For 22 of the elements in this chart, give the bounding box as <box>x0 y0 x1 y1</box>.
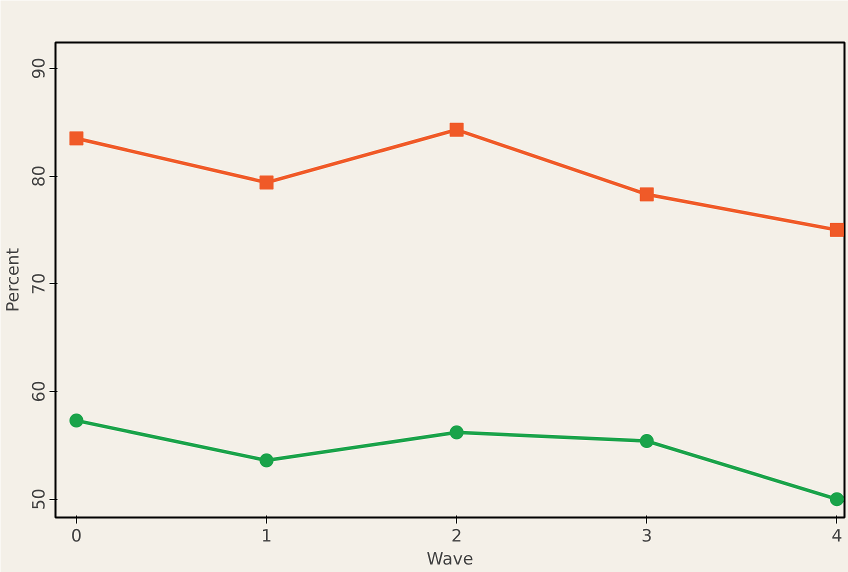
point <box>450 122 464 137</box>
y-tick-label: 50 <box>30 488 50 510</box>
point <box>830 222 844 237</box>
point <box>450 425 464 440</box>
y-tick-label: 70 <box>30 272 50 295</box>
point <box>260 453 274 468</box>
x-tick-label: 2 <box>451 526 462 546</box>
point <box>830 492 844 506</box>
y-tick-label: 80 <box>30 165 50 187</box>
point <box>69 414 84 428</box>
x-tick-label: 0 <box>71 526 82 546</box>
y-axis-title: Percent <box>4 248 24 312</box>
y-tick-label: 60 <box>30 380 50 402</box>
point <box>640 434 654 448</box>
point <box>260 176 274 190</box>
point <box>69 131 84 146</box>
x-axis-title: Wave <box>426 550 474 570</box>
point <box>640 187 654 202</box>
x-tick-label: 4 <box>831 526 842 546</box>
y-tick-label: 90 <box>30 58 50 80</box>
x-tick-label: 1 <box>261 526 272 546</box>
x-tick-label: 3 <box>641 526 652 546</box>
